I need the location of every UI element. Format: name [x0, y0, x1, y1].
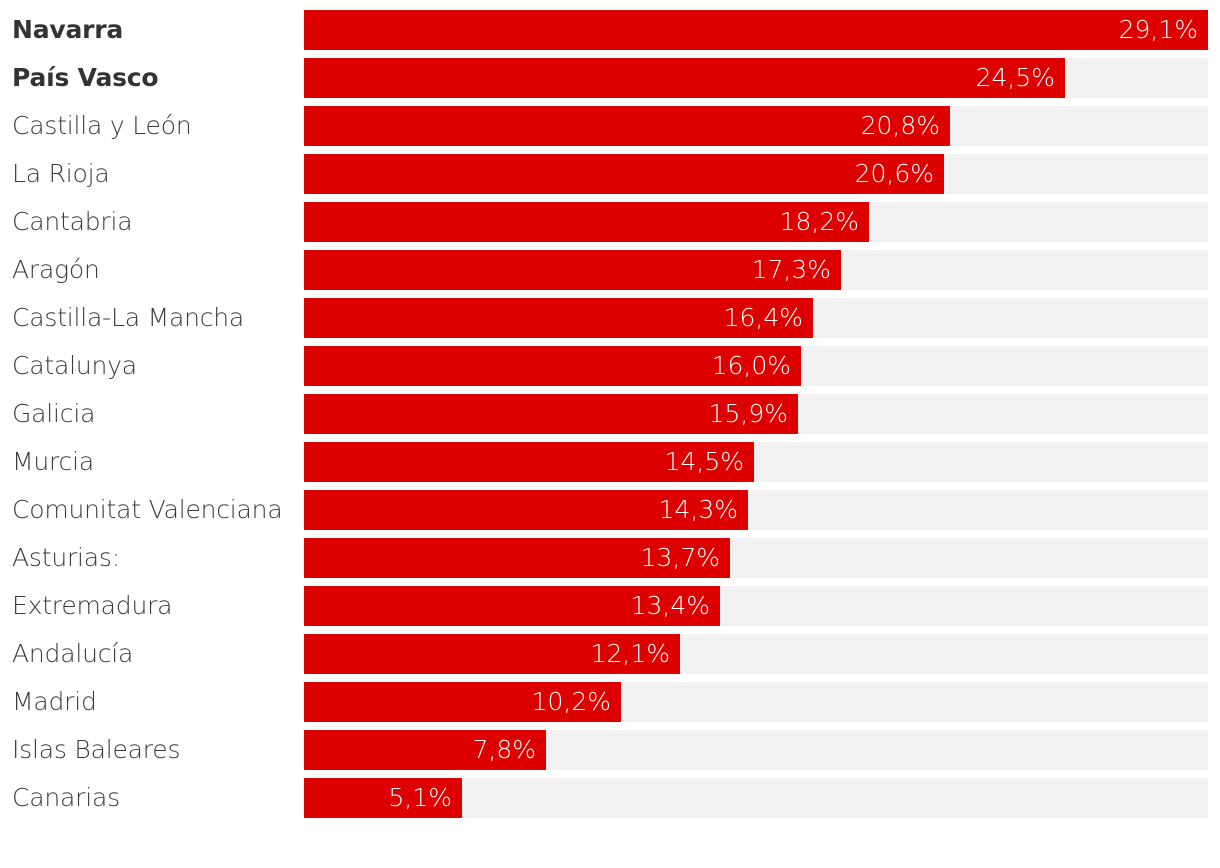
bar: 10,2%	[304, 682, 621, 722]
category-label: Castilla-La Mancha	[12, 303, 245, 332]
category-label: Islas Baleares	[12, 735, 181, 764]
category-label: Murcia	[12, 447, 94, 476]
bar-value-label: 20,6%	[854, 159, 934, 188]
bar-track: 20,8%	[304, 106, 1208, 146]
bar-value-label: 14,3%	[658, 495, 738, 524]
bar-value-label: 5,1%	[388, 783, 452, 812]
bar-track: 12,1%	[304, 634, 1208, 674]
bar-row: Islas Baleares 7,8%	[0, 730, 1220, 770]
category-label: Extremadura	[12, 591, 173, 620]
bar-row: Comunitat Valenciana 14,3%	[0, 490, 1220, 530]
bar-value-label: 20,8%	[860, 111, 940, 140]
bar-track: 18,2%	[304, 202, 1208, 242]
bar-row: Galicia 15,9%	[0, 394, 1220, 434]
category-label: País Vasco	[12, 63, 159, 92]
category-label: Catalunya	[12, 351, 137, 380]
bar-value-label: 12,1%	[590, 639, 670, 668]
bar: 17,3%	[304, 250, 841, 290]
category-label: Galicia	[12, 399, 96, 428]
bar-value-label: 18,2%	[779, 207, 859, 236]
bar-row: Cantabria 18,2%	[0, 202, 1220, 242]
bar: 20,6%	[304, 154, 944, 194]
category-label: Cantabria	[12, 207, 133, 236]
bar-track: 14,3%	[304, 490, 1208, 530]
bar: 12,1%	[304, 634, 680, 674]
bar-track: 7,8%	[304, 730, 1208, 770]
category-label: Castilla y León	[12, 111, 192, 140]
bar: 14,3%	[304, 490, 748, 530]
bar: 24,5%	[304, 58, 1065, 98]
bar-track: 15,9%	[304, 394, 1208, 434]
category-label: Navarra	[12, 15, 124, 44]
bar-track: 14,5%	[304, 442, 1208, 482]
bar-track: 13,7%	[304, 538, 1208, 578]
bar: 29,1%	[304, 10, 1208, 50]
bar-row: Aragón 17,3%	[0, 250, 1220, 290]
bar-row: País Vasco 24,5%	[0, 58, 1220, 98]
bar: 13,7%	[304, 538, 730, 578]
bar-row: Madrid 10,2%	[0, 682, 1220, 722]
bar-row: Navarra 29,1%	[0, 10, 1220, 50]
category-label: Madrid	[12, 687, 97, 716]
bar-value-label: 13,7%	[640, 543, 720, 572]
bar-row: Andalucía 12,1%	[0, 634, 1220, 674]
category-label: La Rioja	[12, 159, 110, 188]
bar-track: 20,6%	[304, 154, 1208, 194]
bar: 16,0%	[304, 346, 801, 386]
category-label: Comunitat Valenciana	[12, 495, 283, 524]
bar-row: La Rioja 20,6%	[0, 154, 1220, 194]
bar: 16,4%	[304, 298, 813, 338]
bar-row: Castilla-La Mancha 16,4%	[0, 298, 1220, 338]
bar-value-label: 13,4%	[630, 591, 710, 620]
bar-value-label: 15,9%	[708, 399, 788, 428]
bar: 14,5%	[304, 442, 754, 482]
bar-value-label: 29,1%	[1118, 15, 1198, 44]
bar-row: Castilla y León 20,8%	[0, 106, 1220, 146]
bar-track: 24,5%	[304, 58, 1208, 98]
bar-value-label: 14,5%	[664, 447, 744, 476]
category-label: Asturias:	[12, 543, 120, 572]
bar-row: Canarias 5,1%	[0, 778, 1220, 818]
bar-row: Murcia 14,5%	[0, 442, 1220, 482]
bar-value-label: 16,4%	[723, 303, 803, 332]
bar-track: 10,2%	[304, 682, 1208, 722]
category-label: Aragón	[12, 255, 100, 284]
category-label: Canarias	[12, 783, 120, 812]
bar-track: 16,4%	[304, 298, 1208, 338]
bar-value-label: 16,0%	[711, 351, 791, 380]
bar-row: Catalunya 16,0%	[0, 346, 1220, 386]
bar: 20,8%	[304, 106, 950, 146]
bar-track: 13,4%	[304, 586, 1208, 626]
bar-value-label: 10,2%	[531, 687, 611, 716]
bar-value-label: 17,3%	[751, 255, 831, 284]
bar-track: 5,1%	[304, 778, 1208, 818]
bar: 5,1%	[304, 778, 462, 818]
bar-track: 16,0%	[304, 346, 1208, 386]
bar: 15,9%	[304, 394, 798, 434]
bar-value-label: 7,8%	[472, 735, 536, 764]
bar-value-label: 24,5%	[975, 63, 1055, 92]
bar: 13,4%	[304, 586, 720, 626]
bar: 18,2%	[304, 202, 869, 242]
category-label: Andalucía	[12, 639, 134, 668]
bar-row: Asturias: 13,7%	[0, 538, 1220, 578]
bar: 7,8%	[304, 730, 546, 770]
bar-row: Extremadura 13,4%	[0, 586, 1220, 626]
bar-track: 29,1%	[304, 10, 1208, 50]
bar-track: 17,3%	[304, 250, 1208, 290]
